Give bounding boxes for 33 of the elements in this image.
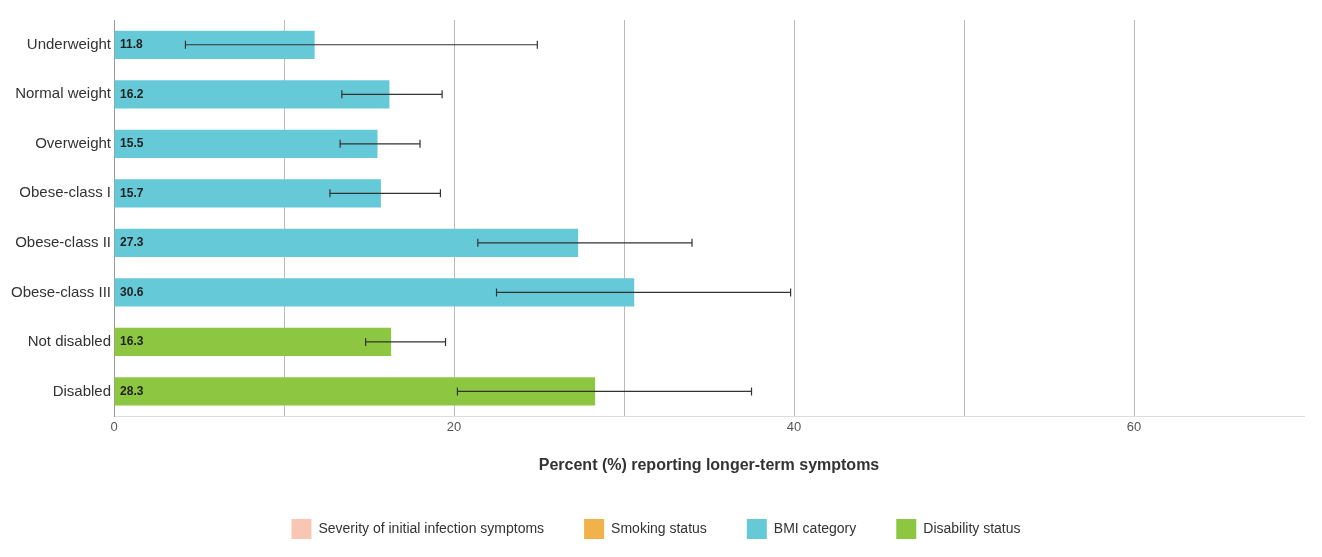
x-tick-label: 40 [786, 418, 802, 434]
y-tick-label: Obese-class II [15, 233, 112, 250]
bar [114, 228, 579, 257]
y-tick-label: Normal weight [15, 84, 112, 102]
data-label: 16.3 [120, 334, 144, 349]
data-label: 15.7 [120, 185, 144, 200]
x-tick-label: 20 [446, 418, 462, 434]
x-tick-label: 60 [1126, 418, 1142, 434]
bar [114, 327, 392, 357]
legend-label: Severity of initial infection symptoms [318, 519, 545, 536]
bar [114, 278, 635, 307]
data-label: 28.3 [120, 383, 144, 398]
bar [114, 80, 390, 109]
legend-label: BMI category [773, 519, 857, 536]
x-axis-title: Percent (%) reporting longer-term symptoms [538, 455, 880, 473]
y-tick-label: Obese-class I [19, 183, 112, 201]
data-label: 15.5 [120, 136, 144, 151]
y-tick-label: Obese-class III [10, 282, 112, 300]
y-tick-label: Overweight [35, 133, 112, 151]
bar [114, 129, 378, 158]
y-tick-label: Not disabled [27, 332, 112, 350]
y-tick-label: Disabled [52, 381, 112, 399]
data-label: 27.3 [120, 235, 144, 250]
x-tick-label: 0 [110, 418, 118, 434]
data-label: 11.8 [120, 37, 144, 52]
bar [114, 179, 381, 208]
y-tick-label: Underweight [26, 34, 112, 52]
data-label: 30.6 [120, 284, 144, 299]
data-label: 16.2 [120, 86, 144, 101]
bar [114, 30, 315, 59]
bar [114, 377, 596, 406]
legend-label: Smoking status [611, 519, 707, 536]
legend-label: Disability status [923, 519, 1021, 536]
